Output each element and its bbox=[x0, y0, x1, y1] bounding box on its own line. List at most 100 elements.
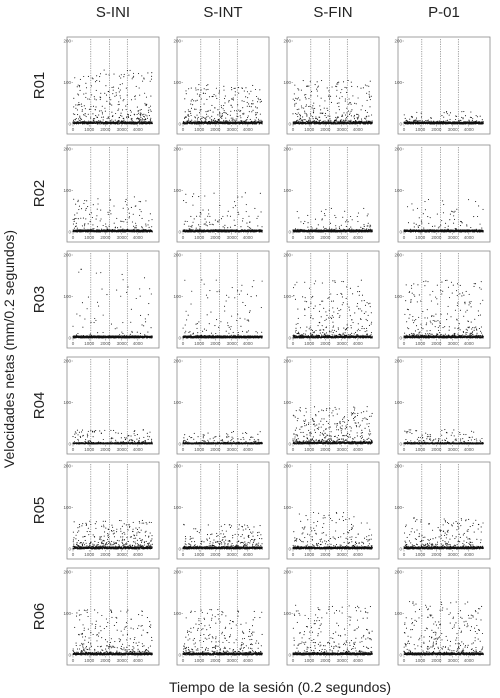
data-point bbox=[97, 203, 99, 205]
data-point bbox=[252, 100, 254, 102]
panel-frame bbox=[66, 36, 160, 135]
data-point bbox=[448, 114, 450, 116]
data-point bbox=[211, 223, 213, 225]
x-tick-label: 2000 bbox=[210, 127, 221, 132]
data-point bbox=[183, 122, 185, 124]
data-point bbox=[114, 95, 116, 97]
data-point bbox=[368, 85, 370, 87]
data-point bbox=[348, 110, 350, 112]
data-point bbox=[443, 112, 445, 114]
data-point bbox=[348, 113, 351, 116]
data-point bbox=[117, 109, 119, 111]
data-point bbox=[190, 87, 192, 89]
data-point bbox=[140, 119, 142, 121]
data-point bbox=[196, 120, 198, 122]
data-point bbox=[327, 109, 329, 111]
data-point bbox=[300, 105, 303, 107]
data-point bbox=[255, 113, 257, 115]
data-point bbox=[96, 226, 98, 228]
data-point bbox=[200, 98, 202, 100]
data-point bbox=[330, 95, 332, 97]
data-point bbox=[449, 118, 451, 120]
data-point bbox=[85, 207, 87, 210]
data-point bbox=[120, 226, 122, 228]
data-point bbox=[100, 92, 102, 94]
data-point bbox=[192, 221, 194, 223]
data-point bbox=[329, 98, 331, 100]
data-point bbox=[469, 116, 471, 118]
x-tick-label: 1000 bbox=[194, 235, 205, 240]
data-point bbox=[205, 224, 207, 226]
data-point bbox=[195, 227, 197, 229]
data-point bbox=[185, 116, 187, 118]
data-point bbox=[85, 96, 87, 98]
data-point bbox=[260, 119, 262, 121]
data-point bbox=[200, 89, 202, 91]
data-point bbox=[260, 100, 263, 102]
data-point bbox=[360, 87, 362, 89]
data-point bbox=[191, 119, 193, 121]
data-point bbox=[90, 85, 92, 87]
data-point bbox=[337, 81, 339, 84]
data-point bbox=[337, 116, 339, 118]
data-point bbox=[443, 116, 445, 118]
data-point bbox=[194, 117, 197, 119]
data-point bbox=[95, 122, 97, 125]
data-point bbox=[246, 91, 249, 93]
data-point bbox=[208, 96, 211, 98]
data-point bbox=[365, 118, 367, 120]
data-point bbox=[326, 107, 328, 109]
data-point bbox=[144, 122, 146, 124]
data-point bbox=[461, 116, 463, 118]
data-point bbox=[256, 112, 258, 114]
data-point bbox=[95, 99, 97, 101]
data-point bbox=[224, 112, 226, 114]
data-point bbox=[356, 113, 358, 116]
data-point bbox=[150, 78, 153, 80]
data-point bbox=[192, 204, 194, 206]
data-point bbox=[446, 113, 448, 115]
data-point bbox=[247, 115, 249, 117]
data-point bbox=[101, 113, 104, 115]
data-point bbox=[233, 110, 236, 112]
data-point bbox=[109, 102, 111, 104]
data-point bbox=[304, 112, 306, 114]
data-point bbox=[207, 110, 209, 112]
data-point bbox=[350, 120, 352, 122]
data-point bbox=[197, 116, 199, 118]
data-point bbox=[256, 101, 259, 103]
data-point bbox=[196, 93, 198, 95]
data-point bbox=[297, 97, 300, 99]
data-point bbox=[125, 198, 127, 201]
data-point bbox=[319, 112, 321, 114]
data-point bbox=[195, 100, 197, 102]
data-point bbox=[145, 200, 147, 202]
data-point bbox=[242, 107, 244, 109]
data-point bbox=[202, 209, 204, 211]
data-point bbox=[199, 212, 201, 214]
data-point bbox=[299, 99, 301, 101]
data-point bbox=[137, 110, 139, 112]
data-point bbox=[95, 115, 97, 117]
data-point bbox=[335, 95, 338, 97]
data-point bbox=[123, 119, 125, 121]
data-point bbox=[231, 106, 233, 108]
data-point bbox=[223, 110, 225, 112]
data-point bbox=[306, 115, 308, 117]
data-point bbox=[346, 116, 348, 119]
data-point bbox=[141, 226, 143, 228]
data-point bbox=[108, 225, 110, 227]
data-point bbox=[305, 98, 307, 100]
row-header-r02: R02 bbox=[31, 180, 48, 208]
data-point bbox=[310, 90, 313, 93]
data-point bbox=[81, 109, 83, 111]
data-point bbox=[183, 200, 185, 202]
x-tick-label: 1000 bbox=[84, 127, 95, 132]
data-point bbox=[110, 213, 112, 215]
row-header-r04: R04 bbox=[31, 392, 48, 420]
data-point bbox=[145, 225, 147, 227]
data-point bbox=[316, 118, 318, 120]
data-point bbox=[240, 109, 242, 112]
data-point bbox=[81, 105, 83, 108]
data-point bbox=[100, 97, 102, 99]
